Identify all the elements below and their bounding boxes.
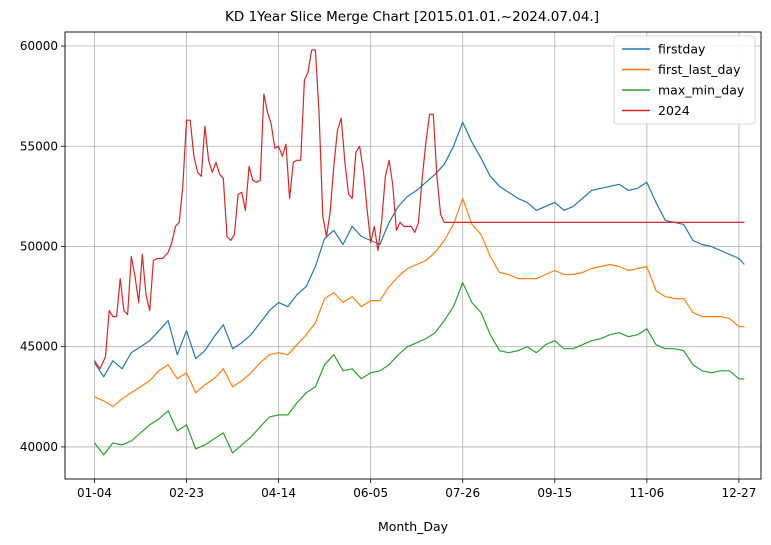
y-ticks: 40000 45000 50000 55000 60000 [20,39,65,454]
series-group [93,49,745,456]
plot-frame [64,31,762,480]
x-tick-label: 02-23 [169,486,204,500]
legend: firstday first_last_day max_min_day 2024 [613,35,756,125]
y-tick-label: 55000 [20,139,58,153]
legend-label: firstday [658,42,706,57]
x-tick-label: 07-26 [445,486,480,500]
series-line-first_last_day [94,197,745,408]
legend-label: first_last_day [658,62,741,77]
x-ticks: 01-04 02-23 04-14 06-05 07-26 09-15 11-06 12-27 [77,479,756,500]
chart-title: KD 1Year Slice Merge Chart [2015.01.01.~… [225,9,599,25]
x-tick-label: 06-05 [353,486,388,500]
legend-label: max_min_day [658,83,745,98]
legend-label: 2024 [658,103,690,118]
series-line-max_min_day [94,282,745,456]
series-line-2024 [94,49,745,370]
legend-box [613,35,756,125]
x-tick-label: 01-04 [77,486,112,500]
y-tick-label: 60000 [20,39,58,53]
y-tick-label: 50000 [20,239,58,253]
y-tick-label: 40000 [20,440,58,454]
x-tick-label: 04-14 [261,486,296,500]
x-tick-label: 12-27 [721,486,756,500]
x-tick-label: 11-06 [629,486,664,500]
x-axis-label: Month_Day [378,519,449,534]
y-tick-label: 45000 [20,340,58,354]
x-tick-label: 09-15 [537,486,572,500]
